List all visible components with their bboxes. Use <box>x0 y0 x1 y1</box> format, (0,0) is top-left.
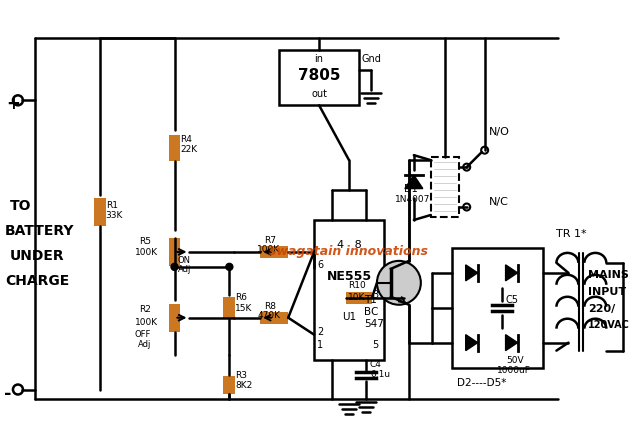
Polygon shape <box>466 265 477 281</box>
Text: 3: 3 <box>372 290 378 300</box>
Text: R1: R1 <box>106 201 118 210</box>
Text: 7805: 7805 <box>298 68 340 83</box>
Text: CHARGE: CHARGE <box>5 274 69 288</box>
Polygon shape <box>466 335 477 350</box>
Text: R3: R3 <box>236 371 247 380</box>
Text: R6: R6 <box>236 293 247 302</box>
Text: INPUT: INPUT <box>588 287 627 297</box>
Text: C4: C4 <box>370 360 382 369</box>
Bar <box>168 304 180 332</box>
Circle shape <box>481 147 488 154</box>
Polygon shape <box>506 265 518 281</box>
Text: 22K: 22K <box>180 145 198 154</box>
Text: 6: 6 <box>317 260 323 270</box>
Text: 1000uF: 1000uF <box>497 366 531 375</box>
Text: ON: ON <box>177 256 191 265</box>
Text: Adj: Adj <box>177 265 191 274</box>
Bar <box>223 297 236 319</box>
Text: R2: R2 <box>140 305 152 314</box>
Circle shape <box>171 263 178 270</box>
Bar <box>93 198 106 226</box>
Polygon shape <box>506 335 518 350</box>
Text: +: + <box>6 95 20 113</box>
Text: 33K: 33K <box>106 211 123 220</box>
Text: C5: C5 <box>506 295 518 305</box>
Text: U1: U1 <box>342 312 356 322</box>
Text: swagatain innovations: swagatain innovations <box>269 245 428 258</box>
Bar <box>260 312 288 324</box>
Text: 8K2: 8K2 <box>236 381 253 390</box>
Bar <box>223 375 236 393</box>
Text: R8: R8 <box>264 302 276 311</box>
Text: 2: 2 <box>317 326 323 337</box>
Bar <box>431 157 459 217</box>
Text: 1N4007: 1N4007 <box>395 195 430 204</box>
Text: N/C: N/C <box>489 197 509 207</box>
Text: T1: T1 <box>364 295 377 305</box>
Text: in: in <box>315 54 324 64</box>
Circle shape <box>463 203 470 211</box>
Text: BATTERY: BATTERY <box>5 224 74 238</box>
Bar <box>260 246 288 258</box>
Bar <box>452 248 543 368</box>
Text: OFF: OFF <box>134 329 151 338</box>
Text: MAINS: MAINS <box>588 270 629 280</box>
Text: NE555: NE555 <box>326 270 372 283</box>
Text: 470K: 470K <box>257 311 280 320</box>
Text: 15K: 15K <box>236 304 253 313</box>
Text: 100K: 100K <box>134 318 157 327</box>
Text: Adj: Adj <box>138 340 151 349</box>
Text: 4   8: 4 8 <box>337 240 362 250</box>
Text: BC: BC <box>364 307 378 317</box>
Text: 0.1u: 0.1u <box>370 369 390 378</box>
Text: R10: R10 <box>348 281 366 290</box>
Bar <box>314 220 384 360</box>
Circle shape <box>377 261 421 305</box>
Polygon shape <box>405 175 423 189</box>
Text: 1: 1 <box>317 340 323 350</box>
Text: D1: D1 <box>404 184 418 194</box>
Text: 547: 547 <box>364 319 384 329</box>
Text: 100K: 100K <box>257 245 280 254</box>
Bar <box>168 238 180 266</box>
Text: TO: TO <box>10 199 31 213</box>
Text: N/O: N/O <box>489 127 509 137</box>
Text: 120VAC: 120VAC <box>588 320 630 329</box>
Text: 220/: 220/ <box>588 304 616 314</box>
Text: 5: 5 <box>372 340 378 350</box>
Text: R5: R5 <box>140 237 152 246</box>
Circle shape <box>463 163 470 171</box>
Text: -: - <box>4 384 12 402</box>
Text: UNDER: UNDER <box>10 249 65 263</box>
Text: R7: R7 <box>264 236 276 245</box>
Text: Gnd: Gnd <box>362 54 382 64</box>
Text: 50V: 50V <box>507 356 524 365</box>
Text: TR 1*: TR 1* <box>556 229 587 239</box>
Bar <box>168 135 180 161</box>
Text: 10K: 10K <box>348 293 365 302</box>
Text: D2----D5*: D2----D5* <box>457 378 506 387</box>
Text: out: out <box>311 89 327 100</box>
Bar <box>279 51 359 105</box>
Circle shape <box>226 263 233 270</box>
Text: 100K: 100K <box>134 248 157 257</box>
Text: R4: R4 <box>180 135 193 144</box>
Bar <box>346 292 372 304</box>
